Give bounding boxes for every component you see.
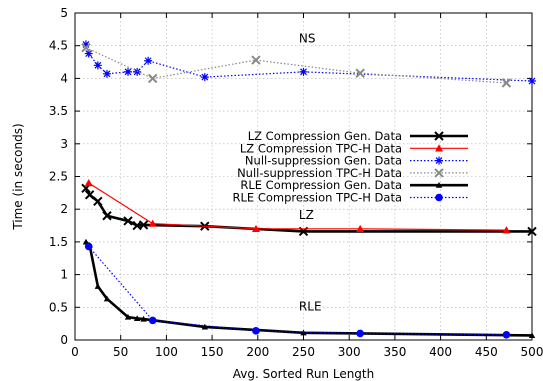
- data-point: [84, 242, 93, 251]
- data-point: [84, 190, 95, 200]
- data-point: [140, 315, 147, 322]
- y-tick-label: 4.5: [49, 39, 68, 53]
- y-axis-label: Time (in seconds): [11, 123, 25, 230]
- series-1: [84, 179, 511, 234]
- data-point: [123, 216, 133, 226]
- annotation-label: LZ: [299, 208, 314, 222]
- x-tick-label: 450: [475, 345, 498, 359]
- data-point: [355, 68, 365, 78]
- data-point: [124, 313, 132, 320]
- legend-label: Null-suppression Gen. Data: [245, 154, 402, 168]
- y-tick-label: 1.5: [49, 235, 68, 249]
- x-tick-label: 200: [246, 345, 269, 359]
- data-point: [148, 219, 157, 227]
- legend-swatch-marker: [434, 168, 444, 178]
- data-point: [356, 224, 365, 233]
- data-point: [84, 49, 93, 58]
- data-point: [528, 332, 536, 338]
- legend-swatch-marker: [435, 144, 443, 152]
- series-5: [84, 242, 511, 339]
- data-point: [148, 316, 157, 325]
- series-group: [81, 40, 537, 339]
- legend-label: LZ Compression TPC-H Data: [240, 141, 402, 155]
- data-point: [200, 73, 209, 82]
- legend-label: RLE Compression Gen. Data: [240, 178, 402, 192]
- x-tick-label: 150: [201, 345, 224, 359]
- y-tick-label: 2.5: [49, 170, 68, 184]
- x-tick-label: 50: [113, 345, 128, 359]
- legend-entry: Null-suppression Gen. Data: [245, 154, 468, 168]
- y-tick-label: 0.5: [49, 300, 68, 314]
- x-tick-label: 250: [292, 345, 315, 359]
- data-point: [502, 226, 511, 234]
- data-point: [81, 40, 90, 49]
- legend-swatch-marker: [434, 131, 444, 141]
- x-tick-label: 0: [71, 345, 79, 359]
- data-point: [133, 315, 141, 321]
- data-point: [252, 327, 260, 335]
- legend-entry: LZ Compression TPC-H Data: [240, 141, 468, 155]
- legend-swatch-marker: [435, 156, 443, 165]
- legend-swatch-marker: [435, 193, 443, 202]
- data-point: [147, 73, 158, 84]
- x-tick-label: 300: [338, 345, 361, 359]
- data-point: [93, 196, 103, 207]
- legend-label: Null-suppression TPC-H Data: [237, 166, 402, 180]
- series-line: [85, 47, 507, 84]
- axis-ticks: 0 50 100 150 200 250 300 350 400 450 500 0 0.5 1 1.5 2 2…: [49, 6, 543, 359]
- x-tick-label: 350: [383, 345, 406, 359]
- legend-entry: LZ Compression Gen. Data: [248, 129, 468, 143]
- data-point: [93, 61, 102, 70]
- data-point: [251, 55, 261, 65]
- data-point: [81, 42, 91, 53]
- annotation-label: RLE: [299, 300, 322, 314]
- data-point: [251, 224, 260, 233]
- legend-entry: RLE Compression Gen. Data: [240, 178, 468, 192]
- data-point: [124, 67, 133, 76]
- data-point: [528, 77, 536, 86]
- y-tick-label: 5: [60, 6, 68, 20]
- data-point: [201, 323, 208, 330]
- y-tick-label: 3.5: [49, 104, 68, 118]
- series-line: [85, 44, 533, 82]
- data-point: [144, 56, 153, 65]
- y-tick-label: 0: [60, 333, 68, 347]
- y-tick-label: 2: [60, 202, 68, 216]
- x-axis-label: Avg. Sorted Run Length: [233, 367, 374, 381]
- data-point: [527, 226, 537, 237]
- data-point: [356, 329, 364, 338]
- data-point: [502, 330, 511, 339]
- data-point: [102, 211, 112, 221]
- data-point: [84, 179, 93, 187]
- grid: [75, 13, 532, 340]
- legend-entry: RLE Compression TPC-H Data: [233, 191, 468, 205]
- y-tick-label: 3: [60, 137, 68, 151]
- data-point: [94, 283, 102, 289]
- x-tick-label: 100: [155, 345, 178, 359]
- legend-entry: Null-suppression TPC-H Data: [237, 166, 468, 180]
- series-3: [81, 42, 512, 88]
- y-tick-label: 4: [60, 71, 68, 85]
- x-tick-label: 400: [429, 345, 452, 359]
- legend-label: RLE Compression TPC-H Data: [233, 191, 403, 205]
- legend-swatch-marker: [435, 182, 443, 188]
- annotations: NS LZ RLE: [299, 31, 322, 313]
- annotation-label: NS: [299, 31, 316, 45]
- x-tick-label: 500: [521, 345, 543, 359]
- data-point: [102, 69, 111, 78]
- legend-label: LZ Compression Gen. Data: [248, 129, 402, 143]
- data-point: [299, 67, 308, 76]
- data-point: [103, 295, 111, 302]
- series-line: [88, 246, 507, 336]
- data-point: [501, 78, 512, 88]
- data-point: [138, 220, 149, 230]
- y-tick-label: 1: [60, 268, 68, 282]
